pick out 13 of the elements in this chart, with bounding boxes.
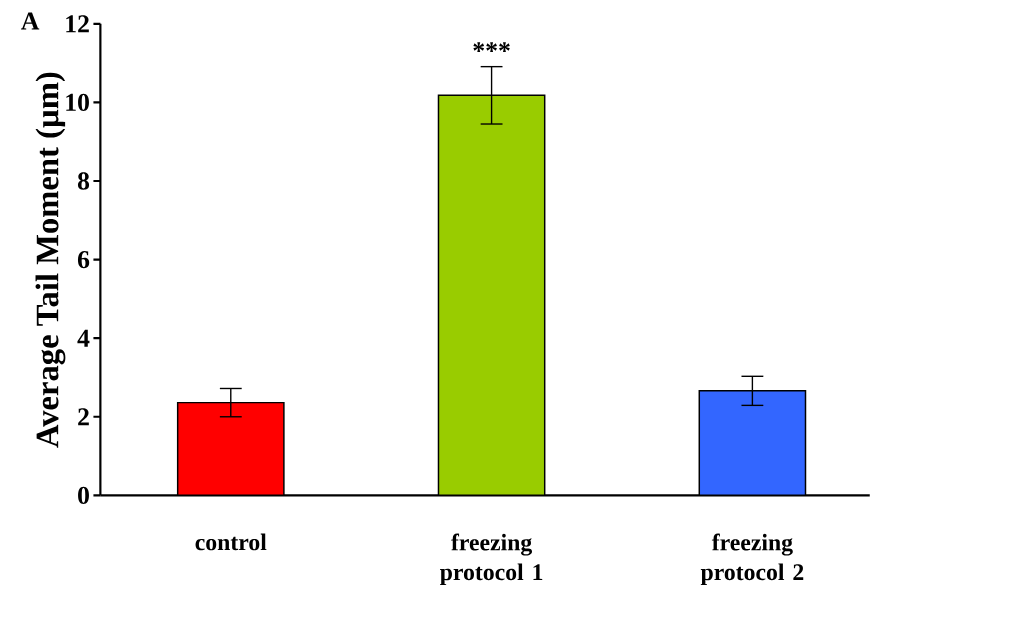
x-tick-label: control xyxy=(195,533,267,551)
y-tick-label: 2 xyxy=(78,408,89,426)
y-tick-label: 8 xyxy=(77,172,90,190)
y-tick-label: 12 xyxy=(66,15,89,33)
y-axis-title: Average Tail Moment (µm) xyxy=(35,72,66,448)
y-tick-label: 6 xyxy=(77,250,90,269)
x-tick-label: freezing protocol 1 xyxy=(440,533,543,585)
y-tick-label: 10 xyxy=(66,93,89,111)
annotation: *** xyxy=(473,41,510,52)
text: A xyxy=(21,12,40,30)
y-tick-label: 4 xyxy=(77,329,90,347)
x-tick-label: freezing protocol 2 xyxy=(700,533,804,585)
y-tick-label: 0 xyxy=(78,486,89,504)
